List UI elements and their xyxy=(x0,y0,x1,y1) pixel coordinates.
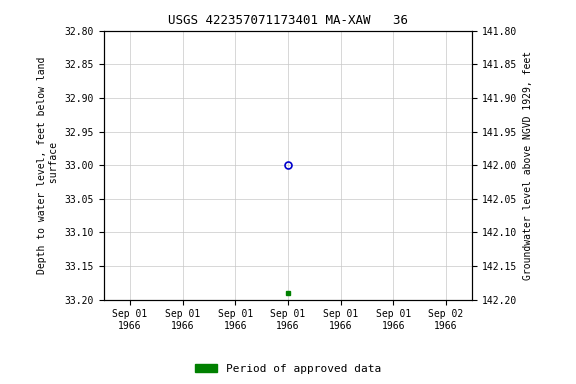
Legend: Period of approved data: Period of approved data xyxy=(191,359,385,379)
Y-axis label: Depth to water level, feet below land
 surface: Depth to water level, feet below land su… xyxy=(37,56,59,274)
Y-axis label: Groundwater level above NGVD 1929, feet: Groundwater level above NGVD 1929, feet xyxy=(523,51,533,280)
Title: USGS 422357071173401 MA-XAW   36: USGS 422357071173401 MA-XAW 36 xyxy=(168,14,408,27)
